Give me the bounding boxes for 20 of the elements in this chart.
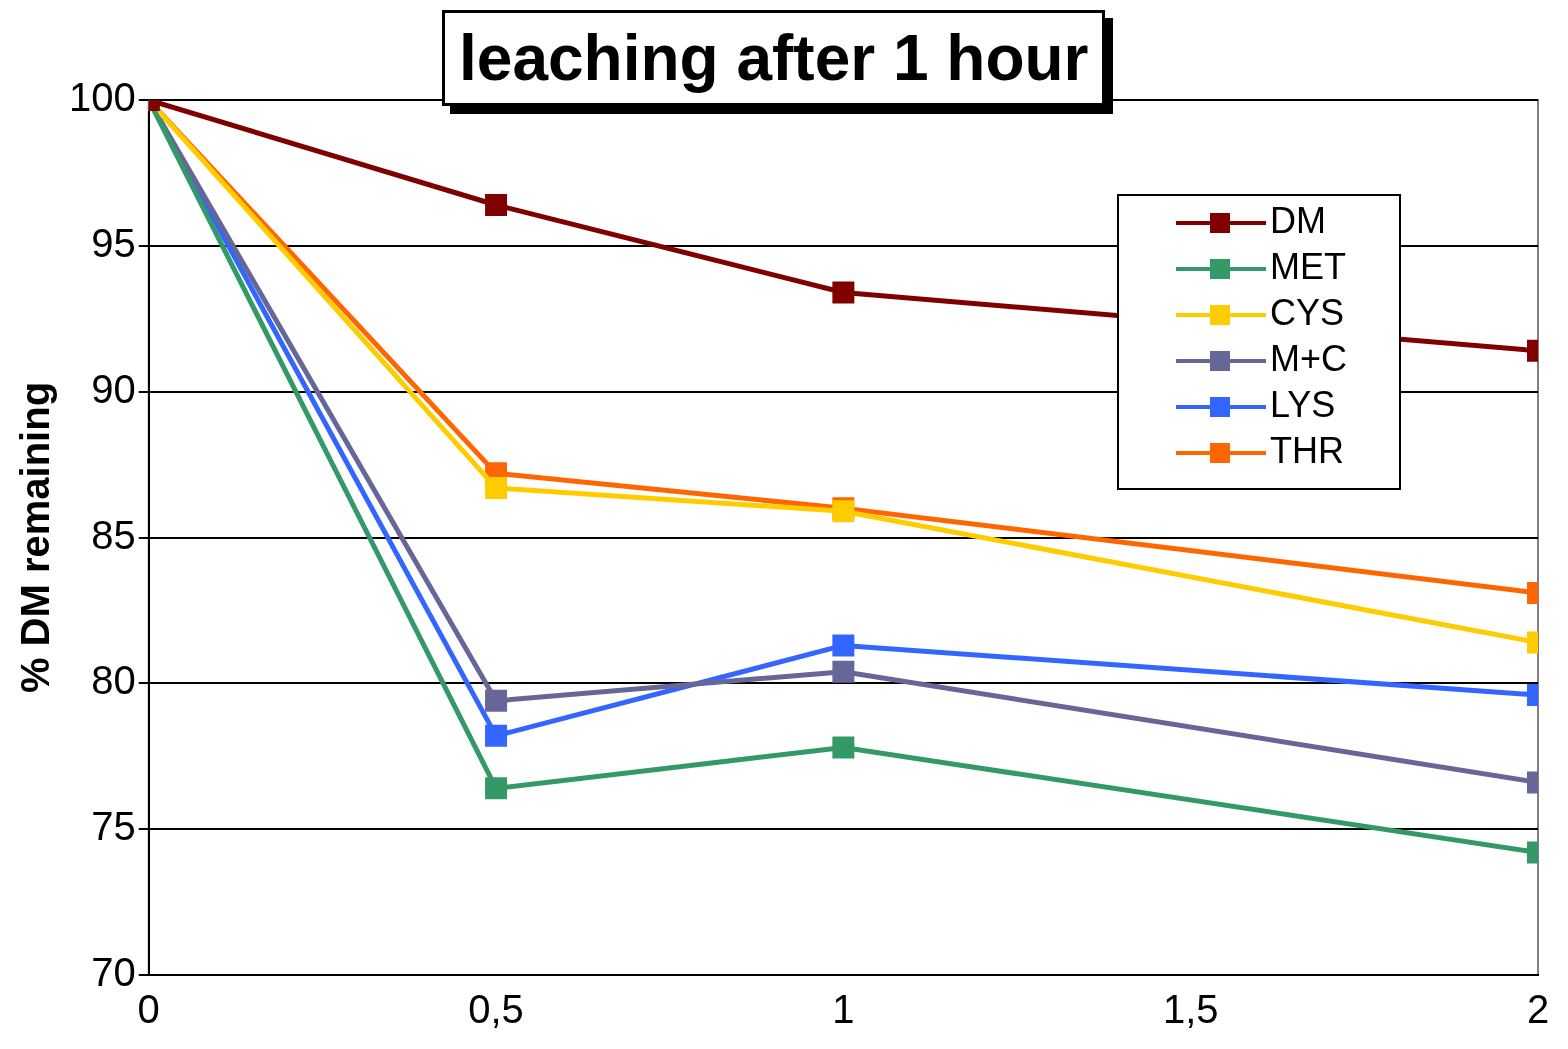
legend-label: MET [1270, 245, 1346, 287]
legend-label: DM [1270, 199, 1326, 241]
legend-label: THR [1270, 429, 1344, 471]
y-tick-label: 75 [91, 804, 136, 849]
y-tick-label: 90 [91, 366, 136, 411]
chart-title: leaching after 1 hour [442, 10, 1106, 106]
x-tick-label: 2 [1526, 987, 1550, 1032]
y-tick-label: 80 [91, 658, 136, 703]
x-tick-label: 1,5 [1162, 987, 1219, 1032]
x-tick-label: 0,5 [468, 987, 524, 1032]
legend-label: M+C [1270, 337, 1348, 379]
y-tick-label: 95 [91, 220, 136, 265]
legend-label: LYS [1270, 383, 1336, 425]
y-tick-label: 85 [91, 512, 136, 557]
legend-label: CYS [1270, 291, 1345, 333]
y-tick-label: 100 [68, 75, 136, 120]
y-axis-title: % DM remaining [13, 381, 58, 694]
x-tick-label: 0 [137, 987, 160, 1032]
x-tick-label: 1 [832, 987, 855, 1032]
y-tick-label: 70 [91, 950, 136, 995]
